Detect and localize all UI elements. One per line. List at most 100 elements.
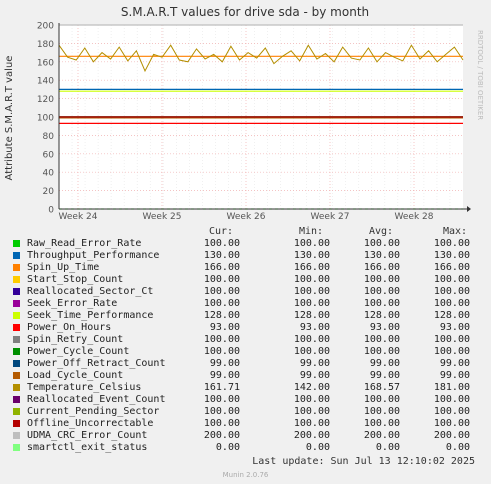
y-tick-label: 180: [37, 40, 54, 50]
legend-swatch: [13, 312, 20, 319]
last-update: Last update: Sun Jul 13 12:10:02 2025: [252, 456, 475, 467]
legend-value-max: 100.00: [433, 274, 470, 285]
legend-value-max: 128.00: [433, 310, 470, 321]
legend-value-min: 99.00: [299, 358, 330, 369]
legend-value-avg: 100.00: [363, 274, 400, 285]
y-axis-label: Attribute S.M.A.R.T value: [4, 56, 15, 181]
x-tick-label: Week 28: [395, 212, 434, 222]
legend-value-cur: 100.00: [203, 298, 240, 309]
legend-value-max: 100.00: [433, 346, 470, 357]
legend-value-max: 0.00: [445, 442, 470, 453]
x-tick-label: Week 25: [143, 212, 182, 222]
legend-row: Power_On_Hours 93.00 93.00 93.00 93.00: [0, 322, 491, 334]
legend-value-avg: 100.00: [363, 334, 400, 345]
legend-series-name: Spin_Up_Time: [27, 262, 100, 273]
legend-value-min: 100.00: [293, 394, 330, 405]
legend-row: Throughput_Performance 130.00 130.00 130.00…: [0, 250, 491, 262]
legend-swatch: [13, 252, 20, 259]
legend-value-cur: 0.00: [215, 442, 240, 453]
legend-value-min: 100.00: [293, 418, 330, 429]
legend-swatch: [13, 432, 20, 439]
legend-row: smartctl_exit_status 0.00 0.00 0.00 0.00: [0, 442, 491, 454]
legend-row: Start_Stop_Count 100.00 100.00 100.00 100.00: [0, 274, 491, 286]
legend-swatch: [13, 300, 20, 307]
legend-row: Reallocated_Event_Count 100.00 100.00 100.0…: [0, 394, 491, 406]
legend-row: Raw_Read_Error_Rate 100.00 100.00 100.00 100…: [0, 238, 491, 250]
legend-value-max: 100.00: [433, 394, 470, 405]
legend-value-cur: 100.00: [203, 406, 240, 417]
y-tick-label: 120: [37, 95, 54, 105]
legend-value-avg: 100.00: [363, 346, 400, 357]
legend-value-avg: 100.00: [363, 286, 400, 297]
legend-swatch: [13, 360, 20, 367]
legend-swatch: [13, 276, 20, 283]
legend-swatch: [13, 324, 20, 331]
legend-value-cur: 200.00: [203, 430, 240, 441]
legend-value-min: 128.00: [293, 310, 330, 321]
y-tick-label: 140: [37, 77, 54, 87]
y-tick-label: 60: [43, 150, 55, 160]
y-tick-label: 80: [43, 132, 55, 142]
legend-series-name: UDMA_CRC_Error_Count: [27, 430, 148, 441]
legend-value-avg: 130.00: [363, 250, 400, 261]
legend-swatch: [13, 396, 20, 403]
legend-value-avg: 99.00: [369, 358, 400, 369]
y-tick-label: 160: [37, 58, 54, 68]
legend-value-min: 100.00: [293, 238, 330, 249]
legend-value-avg: 99.00: [369, 370, 400, 381]
legend-value-max: 100.00: [433, 298, 470, 309]
legend-swatch: [13, 288, 20, 295]
legend-value-cur: 161.71: [203, 382, 240, 393]
legend-row: Power_Cycle_Count 100.00 100.00 100.00 100.0…: [0, 346, 491, 358]
y-tick-label: 200: [37, 22, 54, 32]
axis-ticks: 0 20 40 60 80 100 120 140 160 180 200 Week 24 Week 2…: [37, 22, 434, 223]
legend-value-min: 100.00: [293, 334, 330, 345]
legend-value-max: 181.00: [433, 382, 470, 393]
legend-value-min: 100.00: [293, 274, 330, 285]
x-tick-label: Week 27: [311, 212, 350, 222]
legend-series-name: Offline_Uncorrectable: [27, 418, 154, 429]
legend-value-max: 99.00: [439, 358, 470, 369]
legend-value-cur: 93.00: [209, 322, 240, 333]
legend-value-avg: 100.00: [363, 418, 400, 429]
legend-row: Power_Off_Retract_Count 99.00 99.00 99.00 99…: [0, 358, 491, 370]
series-line-Temperature_Celsius: [58, 44, 464, 73]
y-tick-label: 20: [43, 187, 55, 197]
legend-series-name: Power_Off_Retract_Count: [27, 358, 166, 369]
legend-series-name: Reallocated_Event_Count: [27, 394, 166, 405]
legend-swatch: [13, 420, 20, 427]
legend-value-min: 142.00: [293, 382, 330, 393]
legend-value-cur: 100.00: [203, 274, 240, 285]
legend-value-max: 100.00: [433, 238, 470, 249]
legend-value-min: 100.00: [293, 346, 330, 357]
legend-swatch: [13, 348, 20, 355]
legend-value-avg: 168.57: [363, 382, 400, 393]
legend-series-name: smartctl_exit_status: [27, 442, 148, 453]
legend-series-name: Throughput_Performance: [27, 250, 160, 261]
legend-value-avg: 128.00: [363, 310, 400, 321]
legend-series-name: Seek_Time_Performance: [27, 310, 154, 321]
legend-series-name: Spin_Retry_Count: [27, 334, 124, 345]
legend-swatch: [13, 372, 20, 379]
legend-value-avg: 200.00: [363, 430, 400, 441]
legend-series-name: Seek_Error_Rate: [27, 298, 118, 309]
y-tick-label: 0: [48, 206, 54, 216]
legend-row: Load_Cycle_Count 99.00 99.00 99.00 99.00: [0, 370, 491, 382]
legend-series-name: Raw_Read_Error_Rate: [27, 238, 142, 249]
legend-value-min: 100.00: [293, 298, 330, 309]
legend-row: Seek_Time_Performance 128.00 128.00 128.00 1…: [0, 310, 491, 322]
legend-value-cur: 166.00: [203, 262, 240, 273]
legend-value-max: 166.00: [433, 262, 470, 273]
legend-value-avg: 0.00: [375, 442, 400, 453]
x-tick-label: Week 26: [227, 212, 266, 222]
legend-value-max: 93.00: [439, 322, 470, 333]
legend-value-min: 100.00: [293, 406, 330, 417]
legend-header-cur: Cur:: [209, 226, 234, 237]
legend-series-name: Current_Pending_Sector: [27, 406, 160, 417]
legend-value-min: 166.00: [293, 262, 330, 273]
legend-value-cur: 100.00: [203, 394, 240, 405]
legend-value-cur: 100.00: [203, 286, 240, 297]
legend-swatch: [13, 408, 20, 415]
legend-value-avg: 100.00: [363, 394, 400, 405]
legend-value-cur: 130.00: [203, 250, 240, 261]
